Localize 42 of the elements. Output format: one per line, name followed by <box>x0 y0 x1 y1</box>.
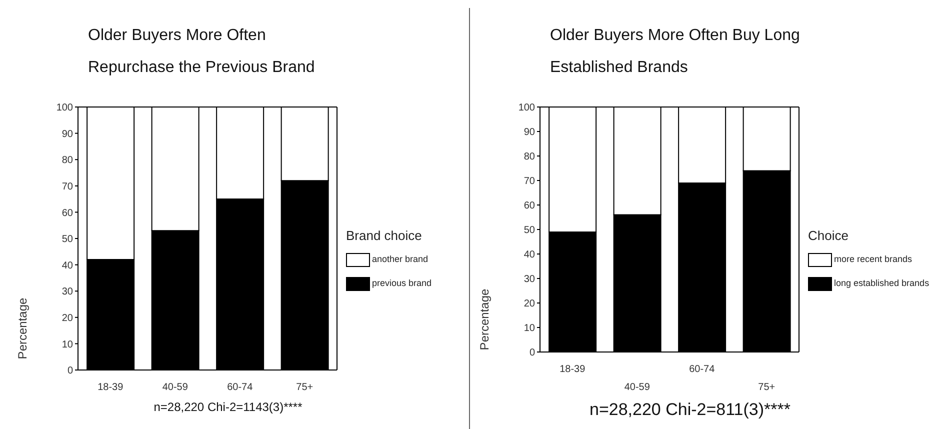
text: n=28,220 Chi-2=1143(3)**** <box>152 400 304 414</box>
x-tick-label: 75+ <box>758 382 776 393</box>
x-tick-label: 40-59 <box>624 382 650 393</box>
y-tick-label: 30 <box>62 286 74 298</box>
y-tick-label: 40 <box>524 250 536 261</box>
x-tick-label: 18-39 <box>560 364 586 375</box>
y-tick-label: 90 <box>524 127 536 138</box>
y-tick-label: 10 <box>524 323 536 334</box>
legend-label: previous brand <box>372 277 432 290</box>
legend-title: Brand choice <box>346 228 423 243</box>
chart-title: Older Buyers More Often Repurchase the Previous Brand <box>88 26 316 78</box>
y-tick-label: 80 <box>524 152 536 163</box>
y-tick-label: 100 <box>518 102 536 114</box>
y-tick-label: 60 <box>524 200 536 212</box>
x-tick-label: 60-74 <box>227 382 254 393</box>
legend-title: Choice <box>808 228 850 243</box>
text: n=28,220 Chi-2=811(3)**** <box>588 400 792 420</box>
y-tick-label: 20 <box>524 298 536 310</box>
y-tick-label: 20 <box>62 312 74 324</box>
x-tick-label: 18-39 <box>98 382 124 393</box>
y-tick-label: 40 <box>62 260 74 272</box>
y-tick-label: 50 <box>62 234 74 246</box>
y-tick-label: 80 <box>62 155 74 166</box>
y-axis-title: Percentage <box>15 297 30 360</box>
y-tick-label: 0 <box>67 366 74 377</box>
y-tick-label: 70 <box>524 176 536 188</box>
y-tick-label: 50 <box>524 225 536 236</box>
y-axis-title: Percentage <box>477 288 492 350</box>
y-tick-label: 60 <box>62 208 74 219</box>
y-tick-label: 30 <box>524 274 536 286</box>
y-tick-label: 90 <box>62 128 74 140</box>
y-tick-label: 10 <box>62 339 74 350</box>
x-tick-label: 75+ <box>296 382 314 393</box>
y-tick-label: 100 <box>56 102 74 114</box>
x-tick-label: 40-59 <box>162 382 188 393</box>
legend-label: long established brands <box>834 277 930 290</box>
y-tick-label: 0 <box>529 348 536 359</box>
chart-title: Older Buyers More Often Buy Long Established Brands <box>550 26 801 78</box>
legend-label: another brand <box>372 253 428 266</box>
legend-label: more recent brands <box>834 253 912 266</box>
x-tick-label: 60-74 <box>689 364 716 375</box>
y-tick-label: 70 <box>62 181 74 192</box>
